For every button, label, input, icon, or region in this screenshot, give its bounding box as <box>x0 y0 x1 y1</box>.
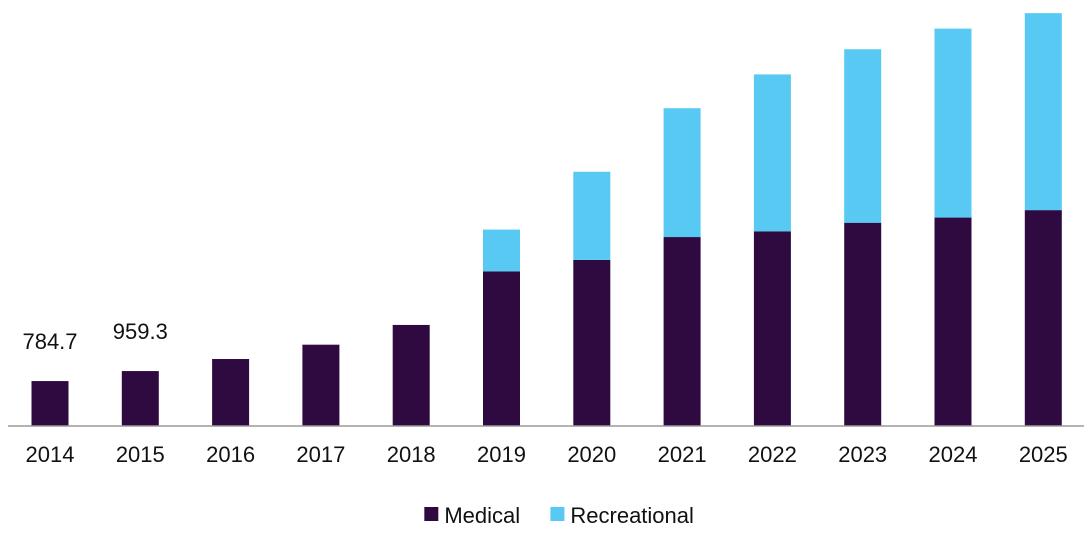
x-tick-label-2025: 2025 <box>1019 442 1068 467</box>
data-label-2015: 959.3 <box>113 319 168 344</box>
bar-recreational-2025 <box>1024 13 1062 211</box>
x-tick-label-2022: 2022 <box>748 442 797 467</box>
legend-item-recreational: Recreational <box>550 503 694 528</box>
x-tick-label-2017: 2017 <box>296 442 345 467</box>
legend-item-medical: Medical <box>424 503 520 528</box>
bar-medical-2019 <box>483 271 520 426</box>
data-label-2014: 784.7 <box>22 329 77 354</box>
legend-label-recreational: Recreational <box>570 503 694 528</box>
x-tick-label-2020: 2020 <box>567 442 616 467</box>
bar-recreational-2020 <box>573 171 611 260</box>
bars-layer <box>31 13 1062 426</box>
bar-medical-2017 <box>302 344 340 426</box>
bar-medical-2015 <box>121 371 159 426</box>
bar-medical-2021 <box>663 237 701 426</box>
x-tick-label-2019: 2019 <box>477 442 526 467</box>
bar-medical-2025 <box>1024 210 1062 426</box>
legend-swatch-recreational <box>550 507 565 521</box>
bar-medical-2018 <box>392 324 430 426</box>
x-tick-label-2014: 2014 <box>26 442 75 467</box>
bar-medical-2014 <box>31 381 69 426</box>
legend-swatch-medical <box>424 507 439 521</box>
x-tick-label-2015: 2015 <box>116 442 165 467</box>
data-labels: 784.7 959.3 <box>22 319 167 354</box>
bar-medical-2023 <box>844 222 882 426</box>
bar-medical-2022 <box>753 231 791 426</box>
x-tick-label-2023: 2023 <box>838 442 887 467</box>
x-tick-label-2018: 2018 <box>387 442 436 467</box>
x-tick-label-2021: 2021 <box>658 442 707 467</box>
x-tick-label-2016: 2016 <box>206 442 255 467</box>
bar-recreational-2024 <box>934 28 972 218</box>
bar-recreational-2023 <box>844 49 882 223</box>
legend-label-medical: Medical <box>444 503 520 528</box>
bar-recreational-2022 <box>753 74 791 232</box>
bar-recreational-2019 <box>483 229 520 272</box>
bar-recreational-2021 <box>663 108 701 238</box>
x-tick-label-2024: 2024 <box>929 442 978 467</box>
bar-medical-2020 <box>573 259 611 426</box>
legend: Medical Recreational <box>424 503 694 528</box>
bar-medical-2024 <box>934 217 972 426</box>
bar-medical-2016 <box>212 359 250 426</box>
x-tick-labels: 2014 2015 2016 2017 2018 2019 2020 2021 2022 2023… <box>26 442 1068 467</box>
